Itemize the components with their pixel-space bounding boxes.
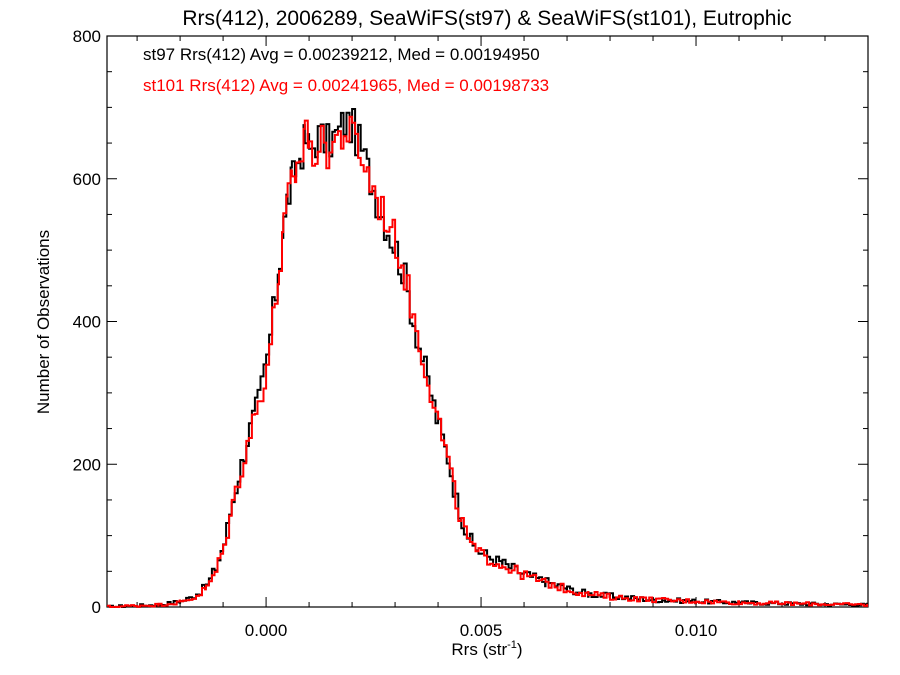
y-tick-label: 800	[73, 27, 101, 46]
x-tick-label: 0.010	[675, 621, 718, 640]
series-st101-line	[107, 115, 869, 608]
x-axis-label-close: )	[517, 640, 523, 659]
plot-frame	[106, 35, 869, 608]
series-st97-line	[107, 108, 869, 608]
x-axis-label-sup: -1	[507, 639, 517, 651]
legend-st97-text: st97 Rrs(412) Avg = 0.00239212, Med = 0.…	[143, 45, 540, 64]
y-axis-label: Number of Observations	[34, 230, 53, 414]
y-tick-label: 200	[73, 455, 101, 474]
legend-st101-text: st101 Rrs(412) Avg = 0.00241965, Med = 0…	[143, 76, 549, 95]
x-axis: 0.000 0.005 0.010	[136, 36, 826, 640]
y-tick-label: 600	[73, 170, 101, 189]
x-tick-label: 0.000	[245, 621, 288, 640]
x-tick-label: 0.005	[460, 621, 503, 640]
y-tick-label: 400	[73, 313, 101, 332]
y-tick-label: 0	[92, 598, 101, 617]
chart-title: Rrs(412), 2006289, SeaWiFS(st97) & SeaWi…	[182, 7, 791, 30]
x-axis-label-main: Rrs (str	[451, 640, 507, 659]
x-axis-label: Rrs (str-1)	[451, 639, 522, 659]
series-layer	[107, 108, 869, 608]
y-axis: 0 200 400 600 800	[73, 27, 868, 617]
